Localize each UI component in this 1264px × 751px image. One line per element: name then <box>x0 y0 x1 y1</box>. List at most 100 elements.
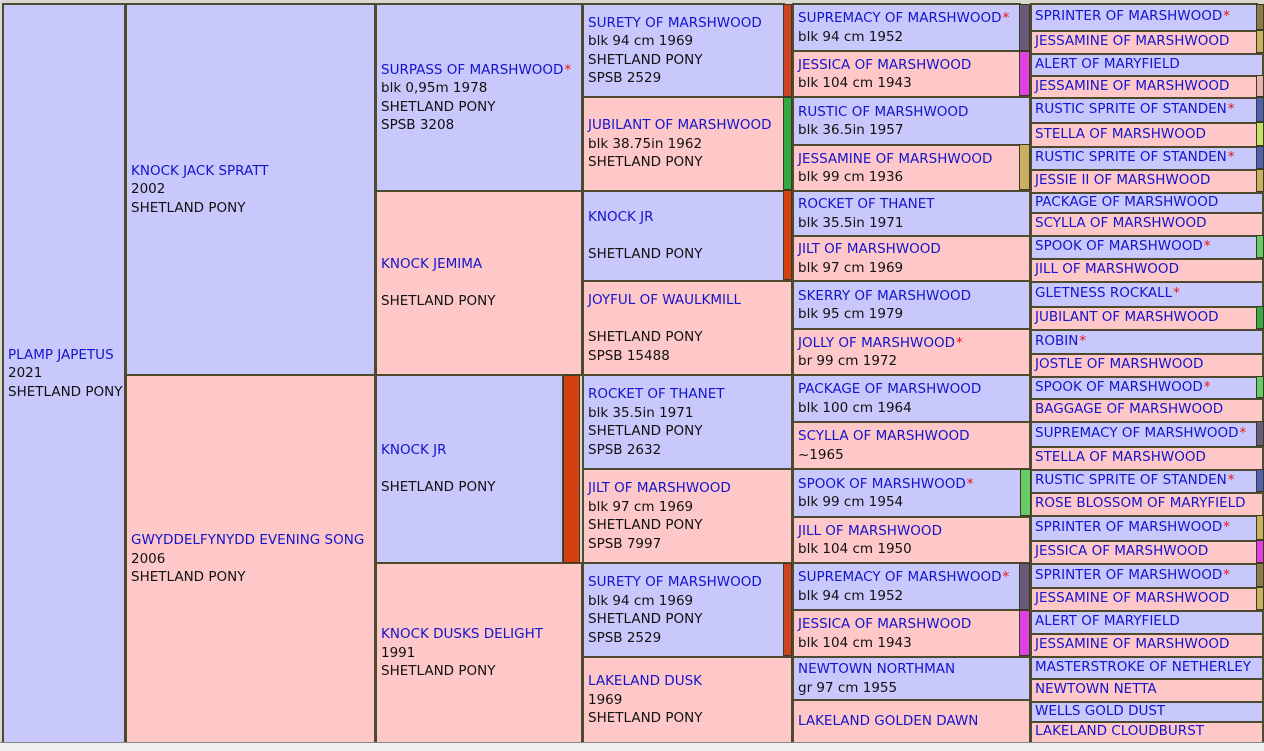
star-marker: * <box>1227 101 1235 118</box>
ancestor-name-line: JILL OF MARSHWOOD <box>798 522 1029 541</box>
ancestor-name-line: JOYFUL OF WAULKMILL <box>588 291 791 310</box>
gen5-ancestor-sire: SUPREMACY OF MARSHWOOD* blk 94 cm 1952 <box>792 562 1021 611</box>
ancestor-name-link[interactable]: JUBILANT OF MARSHWOOD <box>588 117 772 134</box>
color-indicator-bar <box>1256 30 1264 53</box>
gen4-ancestor-dam: JILT OF MARSHWOOD blk 97 cm 1969 SHETLAND … <box>582 468 793 564</box>
gen5-ancestor-dam: JESSICA OF MARSHWOOD blk 104 cm 1943 <box>792 609 1021 658</box>
ancestor-name-link[interactable]: KNOCK JR <box>381 442 447 459</box>
gen6-ancestor-sire: SUPREMACY OF MARSHWOOD* <box>1030 421 1258 448</box>
gen6-ancestor-dam: LAKELAND CLOUDBURST <box>1030 721 1264 744</box>
ancestor-name-link[interactable]: SURPASS OF MARSHWOOD <box>381 61 564 78</box>
ancestor-name-link[interactable]: MASTERSTROKE OF NETHERLEY <box>1035 658 1252 675</box>
gen5-ancestor-sire: SKERRY OF MARSHWOOD blk 95 cm 1979 <box>792 280 1031 330</box>
ancestor-name-line: KNOCK JACK SPRATT <box>131 162 374 181</box>
gen4-ancestor-sire: SURETY OF MARSHWOOD blk 94 cm 1969 SHETLAN… <box>582 3 785 98</box>
ancestor-name-link[interactable]: SUPREMACY OF MARSHWOOD <box>1035 425 1239 442</box>
ancestor-name-link[interactable]: RUSTIC OF MARSHWOOD <box>798 103 969 120</box>
ancestor-detail: blk 94 cm 1952 <box>798 28 904 45</box>
ancestor-name-link[interactable]: JOYFUL OF WAULKMILL <box>588 292 742 308</box>
ancestor-name-link[interactable]: SPRINTER OF MARSHWOOD <box>1035 8 1223 25</box>
ancestor-name-link[interactable]: ROBIN <box>1035 332 1079 349</box>
ancestor-name-link[interactable]: JESSICA OF MARSHWOOD <box>1035 543 1209 560</box>
ancestor-name-line: ROBIN* <box>1035 333 1086 352</box>
ancestor-detail: 2002 <box>131 181 166 198</box>
ancestor-name-link[interactable]: RUSTIC SPRITE OF STANDEN <box>1035 472 1227 489</box>
ancestor-name-link[interactable]: SPRINTER OF MARSHWOOD <box>1035 519 1223 536</box>
ancestor-name-link[interactable]: LAKELAND DUSK <box>588 673 702 690</box>
ancestor-name-link[interactable]: WELLS GOLD DUST <box>1035 702 1166 719</box>
ancestor-detail: SHETLAND PONY <box>381 479 496 496</box>
ancestor-name-link[interactable]: JILL OF MARSHWOOD <box>1035 261 1179 278</box>
ancestor-name-link[interactable]: KNOCK JR <box>588 209 654 226</box>
ancestor-name-link[interactable]: JESSIE II OF MARSHWOOD <box>1035 172 1211 189</box>
ancestor-name-link[interactable]: SUPREMACY OF MARSHWOOD <box>798 569 1002 585</box>
ancestor-detail <box>588 227 783 246</box>
gen2-ancestor-sire: KNOCK JACK SPRATT 2002 SHETLAND PONY <box>125 3 376 376</box>
ancestor-name-link[interactable]: RUSTIC SPRITE OF STANDEN <box>1035 101 1227 118</box>
ancestor-detail <box>588 310 791 329</box>
gen6-ancestor-sire: WELLS GOLD DUST <box>1030 701 1264 723</box>
ancestor-name-line: GLETNESS ROCKALL* <box>1035 285 1180 304</box>
ancestor-name-link[interactable]: STELLA OF MARSHWOOD <box>1035 125 1206 142</box>
gen5-ancestor-sire: SUPREMACY OF MARSHWOOD* blk 94 cm 1952 <box>792 3 1021 52</box>
ancestor-name-link[interactable]: SKERRY OF MARSHWOOD <box>798 287 972 304</box>
ancestor-name-link[interactable]: ALERT OF MARYFIELD <box>1035 613 1180 630</box>
ancestor-name-link[interactable]: PLAMP JAPETUS <box>8 346 114 363</box>
ancestor-name-link[interactable]: SURETY OF MARSHWOOD <box>588 14 762 31</box>
ancestor-name-link[interactable]: ALERT OF MARYFIELD <box>1035 55 1180 72</box>
ancestor-name-link[interactable]: JESSAMINE OF MARSHWOOD <box>1035 77 1230 94</box>
ancestor-name-link[interactable]: JESSAMINE OF MARSHWOOD <box>1035 590 1230 607</box>
star-marker: * <box>1173 285 1180 302</box>
star-marker: * <box>564 61 572 78</box>
gen5-ancestor-dam: JILL OF MARSHWOOD blk 104 cm 1950 <box>792 516 1031 564</box>
ancestor-name-link[interactable]: SPRINTER OF MARSHWOOD <box>1035 566 1223 583</box>
gen5-ancestor-sire: NEWTOWN NORTHMAN gr 97 cm 1955 <box>792 656 1031 701</box>
ancestor-name-link[interactable]: SPOOK OF MARSHWOOD <box>1035 238 1203 255</box>
ancestor-detail: SPSB 15488 <box>588 347 670 364</box>
bottom-strip <box>0 742 1264 751</box>
ancestor-name-link[interactable]: STELLA OF MARSHWOOD <box>1035 449 1206 466</box>
ancestor-name-link[interactable]: JUBILANT OF MARSHWOOD <box>1035 309 1219 326</box>
ancestor-name-link[interactable]: SCYLLA OF MARSHWOOD <box>1035 215 1207 232</box>
ancestor-name-link[interactable]: ROCKET OF THANET <box>588 386 725 402</box>
ancestor-name-link[interactable]: SPOOK OF MARSHWOOD <box>1035 378 1203 395</box>
ancestor-detail: 1991 <box>381 644 416 661</box>
gen6-ancestor-sire: SPRINTER OF MARSHWOOD* <box>1030 515 1258 542</box>
ancestor-name-link[interactable]: GLETNESS ROCKALL <box>1035 285 1173 302</box>
ancestor-name-link[interactable]: SPOOK OF MARSHWOOD <box>798 475 966 492</box>
ancestor-name-link[interactable]: LAKELAND CLOUDBURST <box>1035 723 1205 740</box>
ancestor-name-link[interactable]: PACKAGE OF MARSHWOOD <box>1035 193 1219 210</box>
ancestor-name-link[interactable]: JOLLY OF MARSHWOOD <box>798 334 956 351</box>
gen6-ancestor-dam: JUBILANT OF MARSHWOOD <box>1030 306 1258 331</box>
ancestor-name-link[interactable]: GWYDDELFYNYDD EVENING SONG <box>131 532 365 549</box>
ancestor-name-link[interactable]: KNOCK JEMIMA <box>381 256 483 273</box>
ancestor-name-link[interactable]: JESSICA OF MARSHWOOD <box>798 616 972 632</box>
ancestor-name-link[interactable]: JILT OF MARSHWOOD <box>798 241 941 257</box>
ancestor-name-link[interactable]: JILL OF MARSHWOOD <box>798 522 942 539</box>
ancestor-name-link[interactable]: SCYLLA OF MARSHWOOD <box>798 428 970 444</box>
ancestor-name-link[interactable]: JESSAMINE OF MARSHWOOD <box>1035 33 1230 50</box>
ancestor-name-link[interactable]: LAKELAND GOLDEN DAWN <box>798 713 979 730</box>
color-indicator-bar <box>1256 122 1264 146</box>
ancestor-name-link[interactable]: NEWTOWN NORTHMAN <box>798 661 956 677</box>
ancestor-name-link[interactable]: BAGGAGE OF MARSHWOOD <box>1035 401 1224 418</box>
ancestor-name-link[interactable]: SUPREMACY OF MARSHWOOD <box>798 10 1002 26</box>
ancestor-name-link[interactable]: KNOCK DUSKS DELIGHT <box>381 626 543 643</box>
ancestor-name-link[interactable]: JESSICA OF MARSHWOOD <box>798 56 972 73</box>
ancestor-name-link[interactable]: ROCKET OF THANET <box>798 196 935 212</box>
ancestor-name-link[interactable]: SURETY OF MARSHWOOD <box>588 574 762 590</box>
ancestor-name-link[interactable]: JILT OF MARSHWOOD <box>588 480 731 496</box>
ancestor-name-link[interactable]: JOSTLE OF MARSHWOOD <box>1035 356 1204 373</box>
ancestor-name-link[interactable]: ROSE BLOSSOM OF MARYFIELD <box>1035 495 1246 512</box>
ancestor-detail: SPSB 7997 <box>588 535 662 552</box>
ancestor-name-link[interactable]: RUSTIC SPRITE OF STANDEN <box>1035 149 1227 166</box>
ancestor-detail: blk 104 cm 1943 <box>798 634 912 651</box>
ancestor-detail: blk 94 cm 1952 <box>798 587 904 604</box>
ancestor-name-link[interactable]: NEWTOWN NETTA <box>1035 681 1157 698</box>
ancestor-name-line: PLAMP JAPETUS <box>8 346 124 365</box>
ancestor-name-link[interactable]: JESSAMINE OF MARSHWOOD <box>798 150 993 167</box>
ancestor-name-link[interactable]: KNOCK JACK SPRATT <box>131 162 269 179</box>
ancestor-name-link[interactable]: JESSAMINE OF MARSHWOOD <box>1035 636 1230 653</box>
gen5-ancestor-sire: ROCKET OF THANET blk 35.5in 1971 <box>792 190 1031 237</box>
ancestor-name-link[interactable]: PACKAGE OF MARSHWOOD <box>798 381 982 397</box>
